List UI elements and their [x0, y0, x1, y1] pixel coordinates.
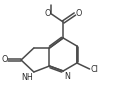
Text: NH: NH [21, 73, 33, 82]
Text: O: O [44, 9, 50, 18]
Text: O: O [1, 56, 7, 65]
Text: O: O [76, 9, 82, 18]
Text: N: N [64, 72, 70, 81]
Text: Cl: Cl [91, 65, 98, 74]
Text: methyl: methyl [53, 4, 58, 5]
